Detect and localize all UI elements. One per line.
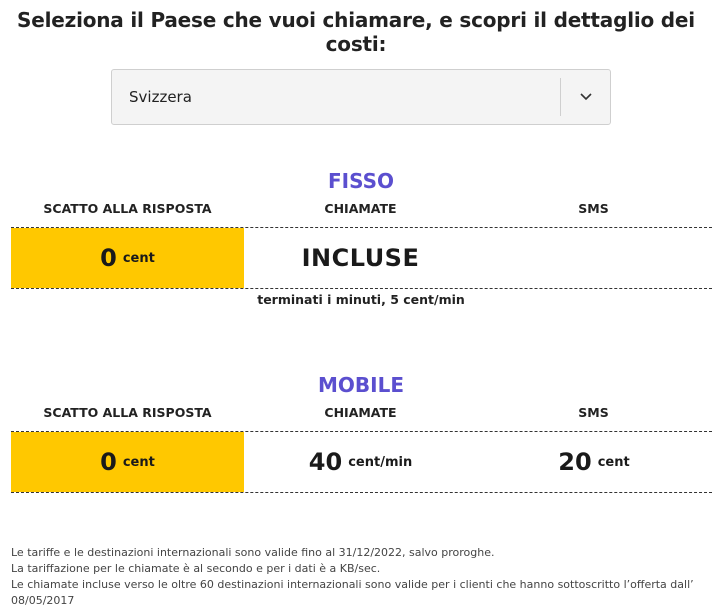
mobile-title: MOBILE	[318, 373, 404, 397]
mobile-chiamate-value: 40	[308, 448, 343, 476]
mobile-sms-cell: 20 cent	[477, 432, 711, 492]
fisso-row-top-line	[11, 227, 712, 228]
footer-line: Le tariffe e le destinazioni internazion…	[11, 546, 495, 559]
page-title: Seleziona il Paese che vuoi chiamare, e …	[17, 8, 695, 56]
fisso-header-sms: SMS	[578, 201, 609, 216]
fisso-note: terminati i minuti, 5 cent/min	[257, 292, 465, 307]
country-select[interactable]: Svizzera	[111, 69, 611, 125]
chevron-down-icon[interactable]	[578, 88, 594, 104]
fisso-header-scatto: SCATTO ALLA RISPOSTA	[43, 201, 212, 216]
fisso-scatto-value: 0	[100, 244, 117, 272]
mobile-scatto-unit: cent	[122, 454, 155, 470]
fisso-scatto-unit: cent	[122, 250, 155, 266]
mobile-row-bottom-line	[11, 492, 712, 493]
fisso-scatto-cell: 0 cent	[11, 228, 244, 288]
fisso-header-chiamate: CHIAMATE	[324, 201, 397, 216]
select-divider	[560, 78, 561, 116]
footer-line: 08/05/2017	[11, 594, 75, 607]
country-select-value: Svizzera	[129, 88, 192, 106]
mobile-scatto-cell: 0 cent	[11, 432, 244, 492]
mobile-header-scatto: SCATTO ALLA RISPOSTA	[43, 405, 212, 420]
mobile-chiamate-unit: cent/min	[348, 454, 413, 470]
footer-line: La tariffazione per le chiamate è al sec…	[11, 562, 381, 575]
footer-notes: Le tariffe e le destinazioni internazion…	[11, 545, 711, 609]
mobile-header-sms: SMS	[578, 405, 609, 420]
fisso-title: FISSO	[327, 169, 394, 193]
fisso-row-bottom-line	[11, 288, 712, 289]
mobile-chiamate-cell: 40 cent/min	[244, 432, 477, 492]
mobile-header-chiamate: CHIAMATE	[324, 405, 397, 420]
fisso-sms-cell	[477, 228, 711, 288]
fisso-chiamate-cell: INCLUSE	[244, 228, 477, 288]
mobile-sms-value: 20	[558, 448, 592, 476]
footer-line: Le chiamate incluse verso le oltre 60 de…	[11, 578, 694, 591]
mobile-sms-unit: cent	[597, 454, 630, 470]
fisso-chiamate-value: INCLUSE	[301, 244, 420, 272]
mobile-scatto-value: 0	[100, 448, 117, 476]
mobile-row-top-line	[11, 431, 712, 432]
